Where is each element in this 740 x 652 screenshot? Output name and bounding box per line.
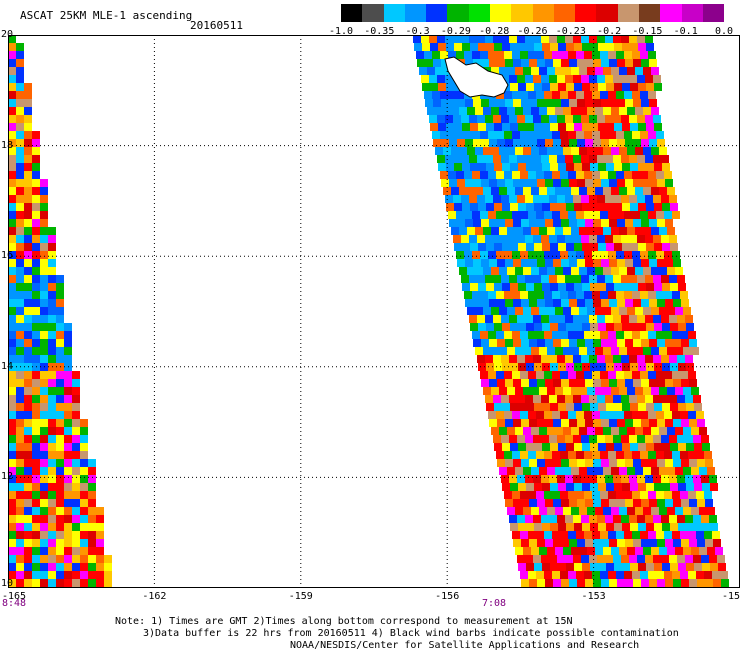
colorbar-segment	[341, 4, 363, 22]
colorbar	[341, 4, 725, 22]
colorbar-segment	[553, 4, 576, 22]
scatterometer-swaths	[8, 35, 731, 588]
x-tick-label: -156	[435, 591, 460, 602]
colorbar-label: -0.1	[673, 26, 698, 37]
note-line-3: NOAA/NESDIS/Center for Satellite Applica…	[290, 640, 640, 651]
y-tick-label: 18	[1, 139, 14, 151]
map-date: 20160511	[190, 19, 243, 32]
colorbar-label: -0.29	[440, 26, 471, 37]
x-tick-label: -159	[288, 591, 313, 602]
map-title: ASCAT 25KM MLE-1 ascending	[20, 9, 193, 22]
colorbar-label: -0.35	[364, 26, 395, 37]
y-tick-label: 16	[1, 250, 14, 262]
note-line-1: Note: 1) Times are GMT 2)Times along bot…	[115, 616, 573, 627]
colorbar-segment	[404, 4, 427, 22]
note-line-2: 3)Data buffer is 22 hrs from 20160511 4)…	[143, 628, 679, 639]
colorbar-segment	[702, 4, 725, 22]
colorbar-segment	[575, 4, 597, 22]
colorbar-label: -0.23	[555, 26, 586, 37]
colorbar-segment	[447, 4, 469, 22]
colorbar-segment	[638, 4, 661, 22]
x-tick-label: -153	[581, 591, 606, 602]
colorbar-label: -0.28	[479, 26, 510, 37]
colorbar-segment	[511, 4, 533, 22]
colorbar-segment	[468, 4, 490, 22]
colorbar-label: -0.26	[517, 26, 548, 37]
time-right: 7:08	[482, 598, 507, 609]
x-tick-label: -162	[142, 591, 167, 602]
x-tick-label: -165	[1, 591, 27, 602]
colorbar-label: -1.0	[328, 26, 354, 37]
colorbar-segment	[681, 4, 703, 22]
colorbar-label: 0.0	[714, 26, 734, 37]
colorbar-segment	[596, 4, 618, 22]
y-tick-label: 20	[1, 29, 14, 40]
y-tick-label: 14	[1, 360, 14, 372]
map-plot	[8, 35, 740, 588]
colorbar-segment	[660, 4, 682, 22]
coastline-hawaii	[444, 56, 509, 98]
colorbar-label: -0.15	[632, 26, 663, 37]
y-tick-label: 12	[1, 471, 14, 483]
y-tick-label: 10	[1, 578, 14, 589]
colorbar-segment	[426, 4, 448, 22]
colorbar-label: -0.2	[597, 26, 622, 37]
x-tick-label: -150	[721, 591, 740, 602]
colorbar-segment	[617, 4, 639, 22]
colorbar-segment	[489, 4, 512, 22]
colorbar-segment	[362, 4, 384, 22]
colorbar-label: -0.3	[405, 26, 430, 37]
colorbar-segment	[532, 4, 554, 22]
colorbar-segment	[383, 4, 405, 22]
graticule	[8, 35, 740, 588]
time-left: 8:48	[2, 598, 27, 609]
